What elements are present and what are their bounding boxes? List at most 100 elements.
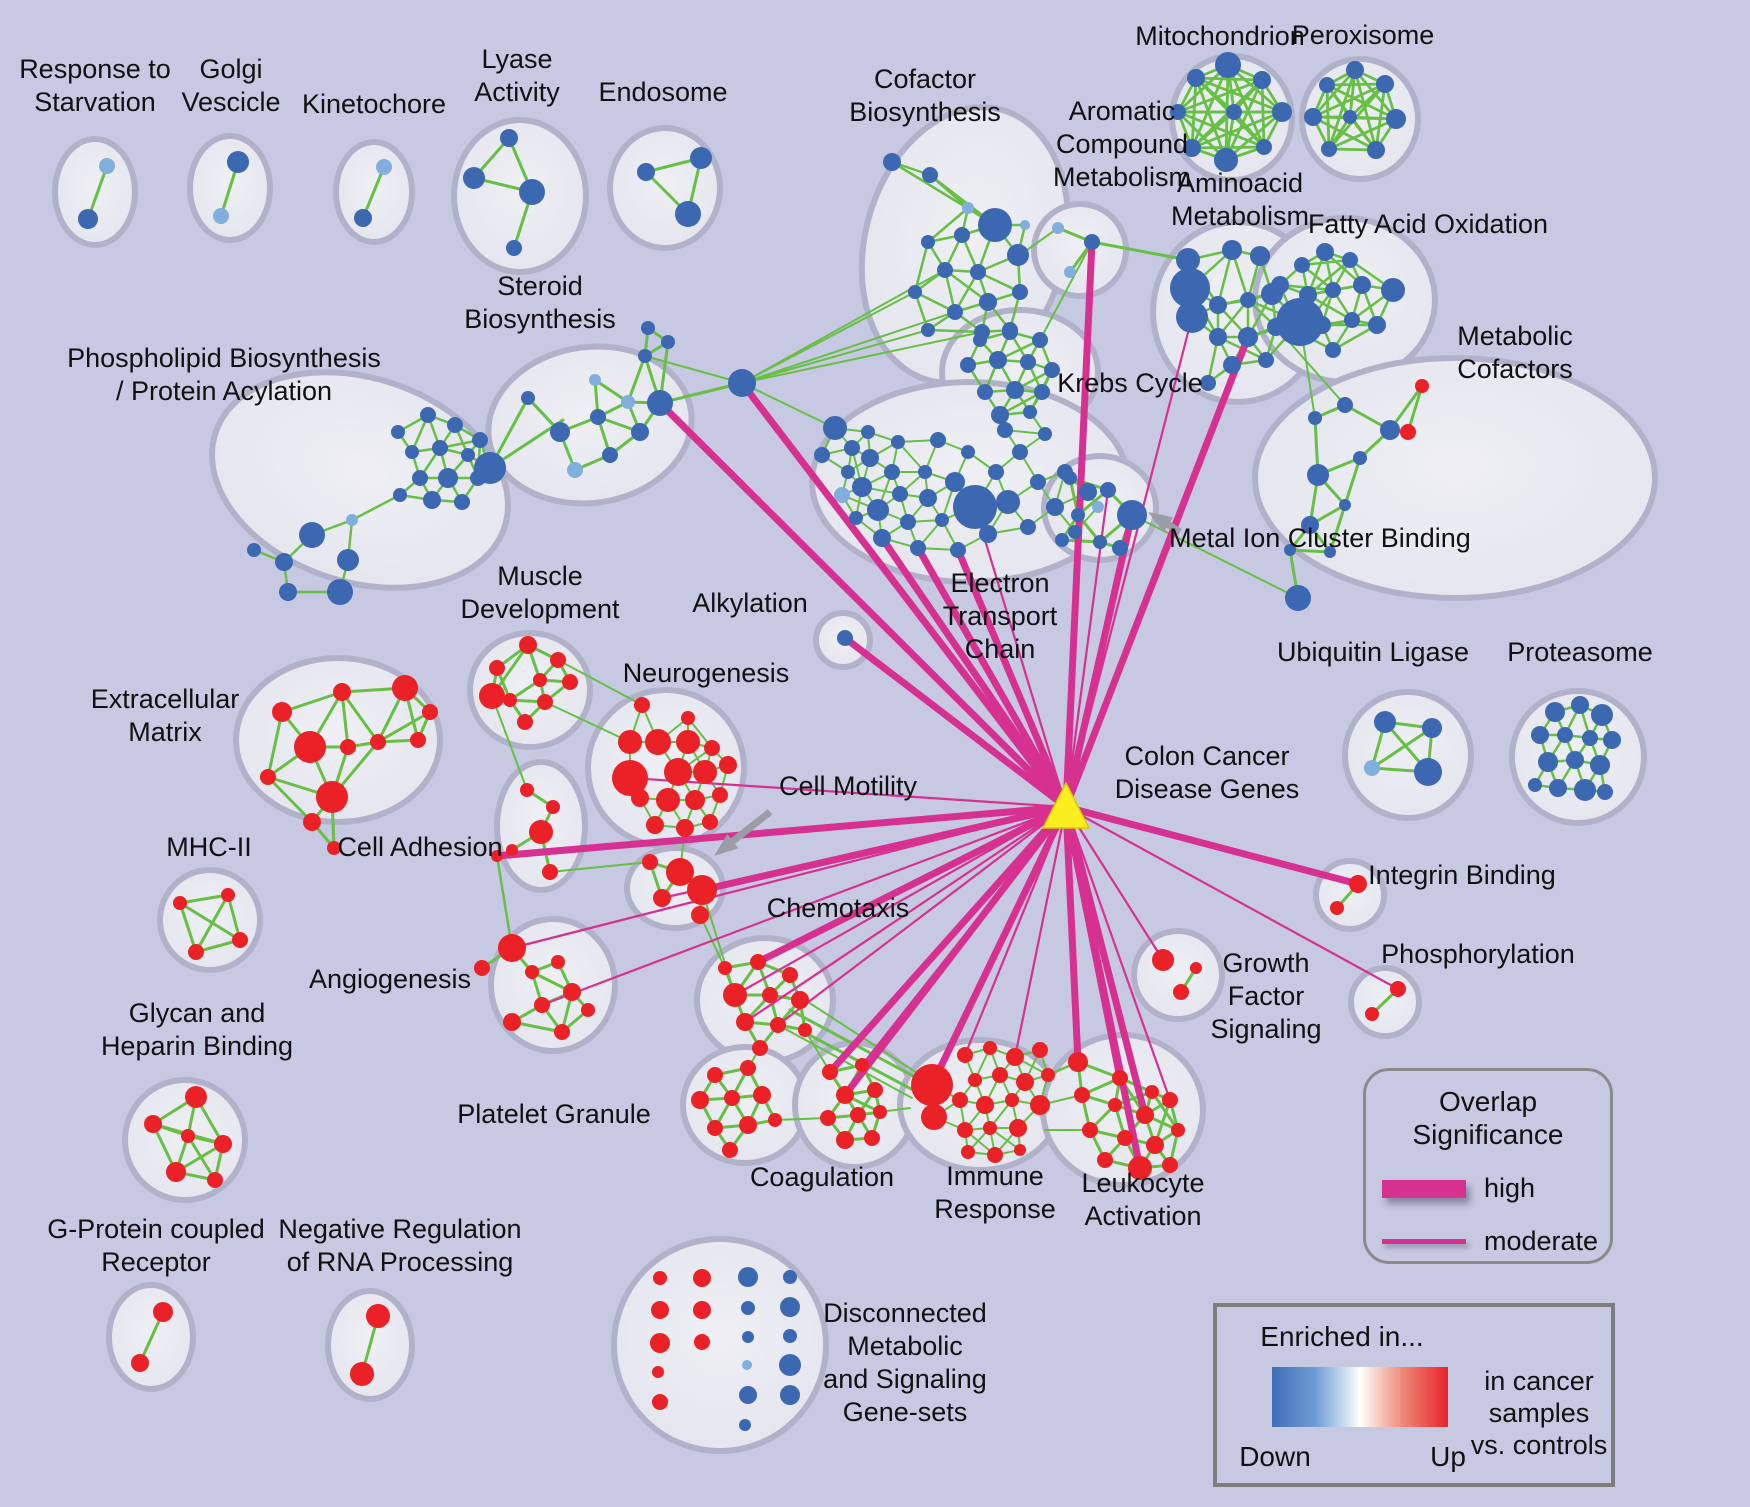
gene-set-node <box>188 944 204 960</box>
gene-set-node <box>841 465 855 479</box>
gene-set-node <box>676 730 700 754</box>
gene-set-node <box>1068 525 1082 539</box>
gene-set-node <box>1055 533 1069 547</box>
enrichment-edge <box>266 710 284 779</box>
gene-set-node <box>520 783 534 797</box>
gene-set-node <box>1276 298 1324 346</box>
gene-set-node <box>247 543 261 557</box>
cluster-label-growth: Growth Factor Signaling <box>1210 948 1321 1044</box>
gene-set-node <box>1222 240 1242 260</box>
gene-set-node <box>1365 1007 1379 1021</box>
gene-set-node <box>327 841 341 855</box>
gene-set-node <box>1034 384 1050 400</box>
gene-set-node <box>1176 301 1208 333</box>
enrichment-edge <box>350 493 402 522</box>
cluster-label-celladhesion: Cell Adhesion <box>337 832 502 862</box>
similarity-link <box>495 854 514 950</box>
gene-set-node <box>542 864 558 880</box>
gene-set-node <box>438 468 458 488</box>
gene-set-node <box>867 1082 883 1098</box>
cluster-label-endosome: Endosome <box>598 77 727 107</box>
overlap-edges-layer <box>493 238 1400 1172</box>
gene-set-node <box>503 693 517 707</box>
gene-set-node <box>661 335 675 349</box>
cluster-label-kinetochore: Kinetochore <box>302 89 446 119</box>
cluster-label-alkylation: Alkylation <box>692 588 808 618</box>
gene-set-node <box>961 445 975 459</box>
gene-set-node <box>718 961 732 975</box>
gene-set-node <box>873 529 891 547</box>
gene-set-node <box>855 1058 869 1072</box>
gene-set-node <box>952 1092 968 1108</box>
cluster-label-aromatic: Aromatic Compound Metabolism <box>1053 96 1191 192</box>
gene-set-node <box>719 756 737 774</box>
gene-set-node <box>814 447 830 463</box>
gene-set-node <box>1531 726 1549 744</box>
gene-set-node <box>1112 1070 1128 1086</box>
gene-set-node <box>791 991 809 1009</box>
gene-set-node <box>392 675 418 701</box>
overlap-edge-high <box>493 803 1070 860</box>
cluster-label-metal: Metal Ion Cluster Binding <box>1169 523 1471 553</box>
gene-set-node <box>724 1090 740 1106</box>
gene-set-node <box>987 1147 1003 1163</box>
gene-set-node <box>590 409 606 425</box>
gene-set-node <box>770 1017 786 1033</box>
gene-set-node <box>366 1304 390 1328</box>
gene-set-node <box>1084 234 1100 250</box>
gene-set-node <box>1353 451 1367 465</box>
gene-set-node <box>638 349 652 363</box>
gene-set-node <box>997 422 1013 438</box>
gene-set-node <box>1304 108 1322 126</box>
gene-set-node <box>461 448 475 462</box>
gene-set-node <box>506 844 518 856</box>
gene-set-node <box>1016 1073 1034 1091</box>
gene-set-node <box>947 304 963 320</box>
gene-set-node <box>521 391 535 405</box>
enrichment-edge <box>178 901 242 942</box>
gene-set-node <box>1349 875 1367 893</box>
cluster-label-cofactor: Cofactor Biosynthesis <box>849 64 1001 127</box>
gene-set-node <box>687 875 717 905</box>
cluster-label-glycan: Glycan and Heparin Binding <box>101 998 293 1061</box>
gene-set-node <box>78 209 98 229</box>
gene-set-node <box>551 955 565 969</box>
gene-set-node <box>340 739 356 755</box>
overlap-edge-moderate <box>1013 805 1068 1059</box>
gene-set-node <box>691 906 709 924</box>
gene-set-node <box>823 416 847 440</box>
gene-set-node <box>1215 52 1241 78</box>
gene-set-node <box>1079 483 1097 501</box>
gene-set-node <box>1014 1144 1026 1156</box>
gene-set-node <box>1209 328 1227 346</box>
gene-set-node <box>728 369 756 397</box>
gene-set-node <box>921 1104 947 1130</box>
gene-set-node <box>144 1115 162 1133</box>
legend-moderate-row: moderate <box>1382 1226 1610 1257</box>
gene-set-node <box>978 208 1012 242</box>
gene-set-node <box>1528 778 1542 792</box>
gene-set-node <box>883 153 901 171</box>
gene-set-node <box>474 960 490 976</box>
gene-set-node <box>99 158 115 174</box>
gene-set-node <box>1190 962 1202 974</box>
cluster-label-krebs: Krebs Cycle <box>1057 368 1203 398</box>
gene-set-node <box>822 1064 838 1080</box>
gene-set-node <box>327 579 353 605</box>
gene-set-node <box>852 477 872 497</box>
gene-set-node <box>1574 779 1596 801</box>
gene-set-node <box>961 1145 975 1159</box>
gene-set-node <box>1082 1122 1098 1138</box>
gene-set-node <box>474 452 506 484</box>
overlap-edge-high <box>826 803 1070 1076</box>
high-label: high <box>1484 1173 1536 1203</box>
legend-overlap-significance: Overlap Significance high moderate <box>1363 1068 1613 1264</box>
gene-set-node <box>707 1120 723 1136</box>
cluster-label-ecm: Extracellular Matrix <box>91 684 240 747</box>
gene-set-node <box>1223 356 1241 374</box>
gene-set-node <box>762 987 778 1003</box>
gene-set-node <box>1339 499 1351 511</box>
cell-motility-pointer-line <box>730 809 773 844</box>
gene-set-node <box>1012 284 1028 300</box>
